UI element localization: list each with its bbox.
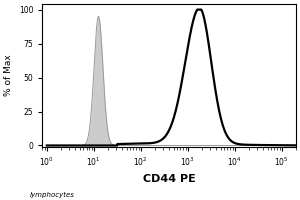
X-axis label: CD44 PE: CD44 PE bbox=[143, 174, 195, 184]
Text: lymphocytes: lymphocytes bbox=[30, 192, 75, 198]
Y-axis label: % of Max: % of Max bbox=[4, 55, 13, 96]
